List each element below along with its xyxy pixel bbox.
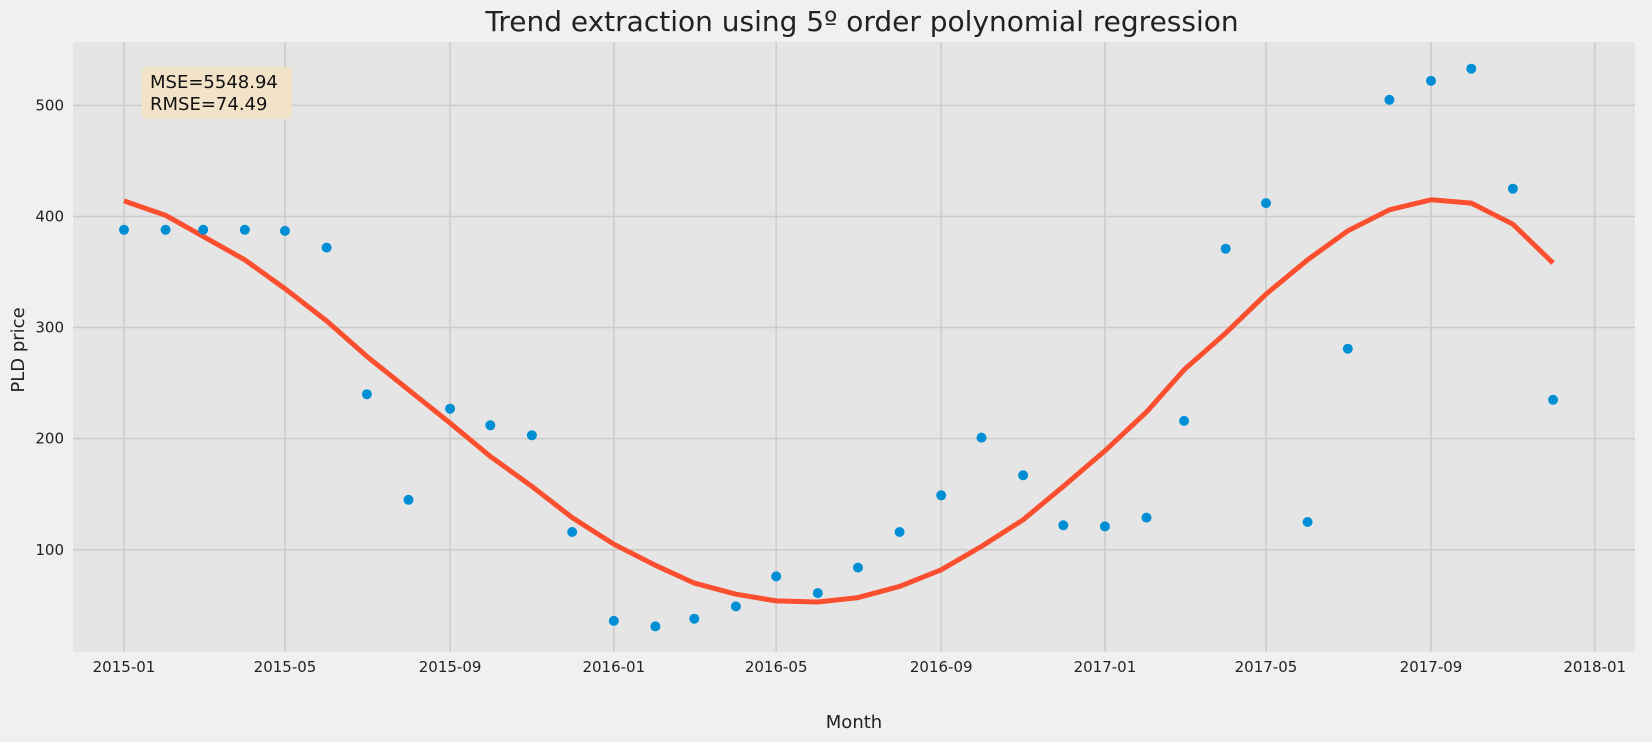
scatter-point	[1466, 63, 1477, 74]
scatter-point	[894, 527, 905, 537]
x-tick-label: 2016-05	[745, 658, 808, 676]
metrics-annotation: MSE=5548.94 RMSE=74.49	[142, 67, 292, 119]
scatter-point	[160, 224, 171, 235]
x-tick-label: 2015-09	[419, 658, 482, 676]
x-tick-label: 2018-01	[1563, 658, 1626, 676]
x-tick-label: 2016-09	[910, 658, 973, 676]
scatter-point	[1302, 517, 1313, 527]
scatter-points	[119, 63, 1559, 632]
x-axis-label: Month	[826, 712, 882, 733]
x-tick-label: 2016-01	[582, 658, 645, 676]
scatter-point	[198, 224, 209, 235]
scatter-point	[1099, 521, 1110, 532]
scatter-point	[650, 621, 661, 632]
y-tick-label: 400	[35, 207, 64, 225]
scatter-point	[689, 613, 700, 624]
plot-area	[73, 42, 1635, 652]
scatter-point	[280, 225, 290, 236]
scatter-point	[1384, 94, 1395, 105]
scatter-point	[936, 490, 947, 501]
scatter-point	[1261, 198, 1271, 209]
x-tick-label: 2017-01	[1074, 658, 1137, 676]
scatter-point	[608, 615, 619, 626]
scatter-point	[485, 420, 496, 431]
scatter-point	[1179, 415, 1190, 426]
scatter-point	[976, 432, 987, 443]
scatter-point	[445, 403, 456, 414]
x-axis-ticks: 2015-01 2015-05 2015-09 2016-01 2016-05 2016-…	[93, 658, 1626, 676]
y-tick-label: 200	[35, 430, 64, 448]
x-tick-label: 2017-05	[1235, 658, 1298, 676]
mse-text: MSE=5548.94	[150, 72, 278, 93]
trend-line-group	[123, 197, 1555, 605]
scatter-point	[321, 242, 332, 253]
scatter-point	[730, 601, 741, 612]
scatter-point	[1426, 75, 1436, 86]
x-tick-label: 2017-09	[1400, 658, 1463, 676]
scatter-point	[119, 224, 129, 235]
scatter-point	[1058, 520, 1069, 531]
grid	[73, 42, 1635, 652]
scatter-point	[1507, 183, 1518, 194]
x-tick-label: 2015-01	[93, 658, 156, 676]
scatter-point	[1220, 243, 1231, 254]
y-axis-ticks: 100 200 300 400 500	[35, 96, 64, 558]
scatter-point	[239, 224, 250, 235]
chart-title: Trend extraction using 5º order polynomi…	[484, 5, 1238, 38]
x-tick-label: 2015-05	[254, 658, 317, 676]
y-tick-label: 300	[35, 319, 64, 337]
scatter-point	[361, 389, 372, 400]
y-axis-label: PLD price	[8, 307, 29, 392]
y-tick-label: 500	[35, 96, 64, 114]
scatter-point	[771, 571, 782, 582]
scatter-point	[1018, 470, 1029, 481]
scatter-point	[1548, 394, 1559, 405]
scatter-point	[526, 430, 537, 441]
annotation-box	[142, 67, 292, 119]
scatter-point	[1342, 343, 1353, 354]
y-tick-label: 100	[35, 541, 64, 559]
trend-line	[123, 197, 1555, 605]
scatter-point	[1141, 512, 1152, 523]
scatter-point	[853, 562, 863, 573]
rmse-text: RMSE=74.49	[150, 94, 267, 115]
scatter-point	[403, 494, 414, 505]
scatter-point	[567, 527, 578, 537]
scatter-point	[812, 588, 823, 599]
